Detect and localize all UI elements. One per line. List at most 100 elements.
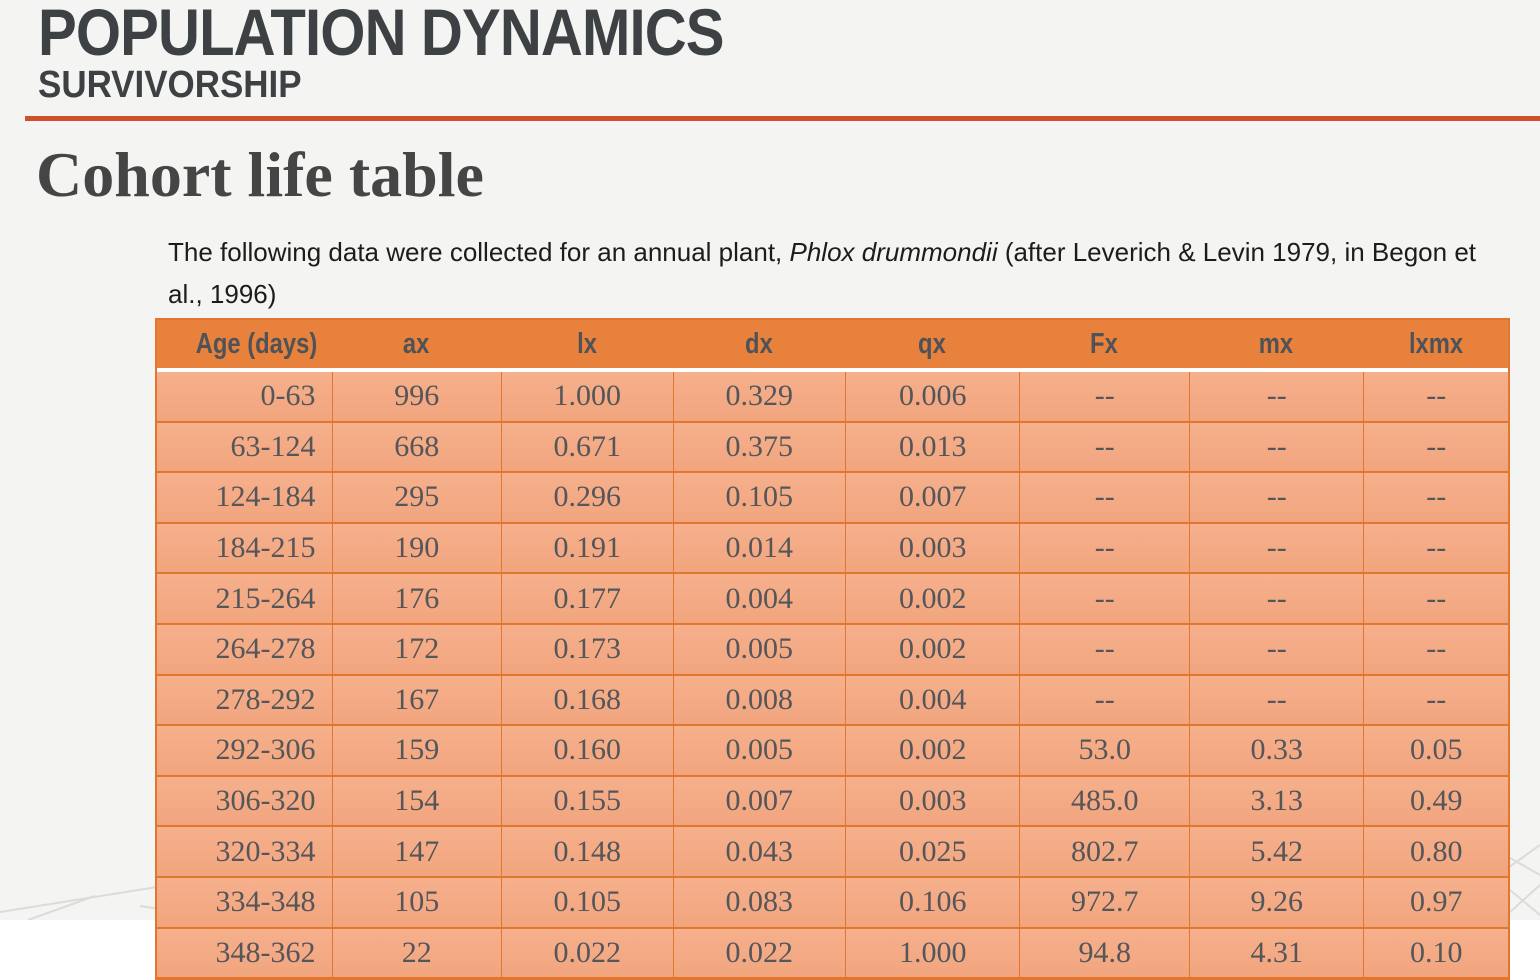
column-header-label: Fx xyxy=(1090,327,1119,360)
table-cell-dx: 0.014 xyxy=(672,523,845,573)
column-header-ax: ax xyxy=(332,320,502,368)
table-cell-mx: -- xyxy=(1188,372,1363,421)
table-row: 63-124 668 0.671 0.375 0.013 -- -- -- xyxy=(157,420,1508,472)
table-cell-lx: 0.168 xyxy=(501,675,672,725)
table-cell-lxmx: -- xyxy=(1363,624,1508,674)
table-cell-lxmx: 0.80 xyxy=(1363,827,1508,876)
table-cell-qx: 0.025 xyxy=(844,827,1019,876)
accent-divider-line xyxy=(25,116,1540,121)
table-cell-age-days: 292-306 xyxy=(215,733,316,767)
column-header-age-days: Age (days) xyxy=(157,320,332,368)
table-cell-lx: 0.148 xyxy=(501,827,672,876)
table-cell-dx: 0.005 xyxy=(672,726,845,775)
table-cell-ax: 159 xyxy=(331,726,502,775)
header-body-gap xyxy=(157,368,1508,372)
table-cell-dx: 0.007 xyxy=(672,776,845,826)
table-cell-qx: 0.013 xyxy=(844,422,1019,472)
table-cell-qx: 0.007 xyxy=(844,473,1019,522)
table-cell-fx: -- xyxy=(1019,372,1189,421)
table-cell-ax: 295 xyxy=(331,473,502,522)
table-cell-age-days: 334-348 xyxy=(215,885,316,919)
slide-subtitle: SURVIVORSHIP xyxy=(38,64,302,106)
column-header-label: lx xyxy=(576,327,597,360)
table-cell-fx: -- xyxy=(1019,422,1189,472)
table-cell-lx: 0.191 xyxy=(501,523,672,573)
table-cell-dx: 0.008 xyxy=(672,675,845,725)
table-row: 124-184 295 0.296 0.105 0.007 -- -- -- xyxy=(157,471,1508,522)
table-cell-dx: 0.004 xyxy=(672,574,845,623)
table-row: 334-348 105 0.105 0.083 0.106 972.7 9.26 0.97 xyxy=(157,875,1508,927)
wireframe-decoration-right xyxy=(1504,844,1540,916)
table-cell-mx: 4.31 xyxy=(1188,928,1363,978)
table-cell-mx: 0.33 xyxy=(1188,726,1363,775)
table-cell-lx: 0.105 xyxy=(501,877,672,927)
table-cell-lxmx: 0.49 xyxy=(1363,776,1508,826)
column-header-qx: qx xyxy=(845,320,1019,368)
table-cell-qx: 0.006 xyxy=(844,372,1019,421)
table-cell-lx: 0.177 xyxy=(501,574,672,623)
table-cell-ax: 167 xyxy=(331,675,502,725)
table-row: 320-334 147 0.148 0.043 0.025 802.7 5.42 0.80 xyxy=(157,825,1508,876)
table-cell-fx: -- xyxy=(1019,574,1189,623)
table-cell-fx: 485.0 xyxy=(1019,776,1189,826)
column-header-label: qx xyxy=(918,327,947,360)
table-cell-lxmx: -- xyxy=(1363,422,1508,472)
table-cell-dx: 0.005 xyxy=(672,624,845,674)
column-header-label: Age (days) xyxy=(195,327,318,360)
intro-text-post: (after Leverich & Levin 1979, in Begon e… xyxy=(168,237,1477,309)
table-cell-lxmx: -- xyxy=(1363,473,1508,522)
table-cell-lxmx: -- xyxy=(1363,675,1508,725)
table-cell-lx: 0.671 xyxy=(501,422,672,472)
table-cell-mx: -- xyxy=(1188,574,1363,623)
table-cell-lxmx: 0.97 xyxy=(1363,877,1508,927)
table-cell-fx: -- xyxy=(1019,675,1189,725)
table-cell-ax: 154 xyxy=(331,776,502,826)
cohort-life-table: Age (days) ax lx dx qx Fx mx lxmx 0-63 996 1.000 0… xyxy=(155,318,1510,980)
table-cell-age-days: 63-124 xyxy=(230,429,316,463)
table-row: 292-306 159 0.160 0.005 0.002 53.0 0.33 0.05 xyxy=(157,724,1508,775)
table-cell-fx: 972.7 xyxy=(1019,877,1189,927)
table-cell-ax: 176 xyxy=(331,574,502,623)
table-cell-ax: 172 xyxy=(331,624,502,674)
table-cell-qx: 1.000 xyxy=(844,928,1019,978)
table-cell-lx: 0.022 xyxy=(501,928,672,978)
table-cell-ax: 190 xyxy=(331,523,502,573)
table-cell-dx: 0.043 xyxy=(672,827,845,876)
table-cell-fx: -- xyxy=(1019,523,1189,573)
column-header-lxmx: lxmx xyxy=(1363,320,1508,368)
section-heading: Cohort life table xyxy=(36,139,484,210)
table-cell-mx: 9.26 xyxy=(1188,877,1363,927)
table-cell-lx: 0.155 xyxy=(501,776,672,826)
species-name-italic: Phlox drummondii xyxy=(789,237,998,267)
table-cell-dx: 0.083 xyxy=(672,877,845,927)
table-row: 264-278 172 0.173 0.005 0.002 -- -- -- xyxy=(157,622,1508,674)
column-header-mx: mx xyxy=(1189,320,1363,368)
table-cell-age-days: 124-184 xyxy=(215,480,316,514)
table-cell-mx: -- xyxy=(1188,523,1363,573)
table-cell-lx: 0.160 xyxy=(501,726,672,775)
table-cell-dx: 0.022 xyxy=(672,928,845,978)
table-cell-age-days: 306-320 xyxy=(215,784,316,818)
table-cell-qx: 0.106 xyxy=(844,877,1019,927)
table-cell-ax: 147 xyxy=(331,827,502,876)
column-header-label: ax xyxy=(403,327,430,360)
table-cell-fx: -- xyxy=(1019,624,1189,674)
table-cell-qx: 0.004 xyxy=(844,675,1019,725)
table-cell-lx: 0.296 xyxy=(501,473,672,522)
table-cell-fx: -- xyxy=(1019,473,1189,522)
table-cell-qx: 0.002 xyxy=(844,574,1019,623)
column-header-label: lxmx xyxy=(1408,327,1463,360)
slide-title: POPULATION DYNAMICS xyxy=(38,0,725,69)
table-cell-qx: 0.002 xyxy=(844,624,1019,674)
table-header-row: Age (days) ax lx dx qx Fx mx lxmx xyxy=(157,320,1508,368)
table-cell-lxmx: 0.05 xyxy=(1363,726,1508,775)
table-cell-ax: 22 xyxy=(331,928,502,978)
table-cell-dx: 0.375 xyxy=(672,422,845,472)
column-header-label: mx xyxy=(1259,327,1294,360)
table-cell-age-days: 348-362 xyxy=(215,935,316,969)
table-cell-ax: 996 xyxy=(331,372,502,421)
table-cell-age-days: 320-334 xyxy=(215,834,316,868)
table-body: 0-63 996 1.000 0.329 0.006 -- -- -- 63-124 668 0.6… xyxy=(157,372,1508,978)
table-cell-dx: 0.329 xyxy=(672,372,845,421)
